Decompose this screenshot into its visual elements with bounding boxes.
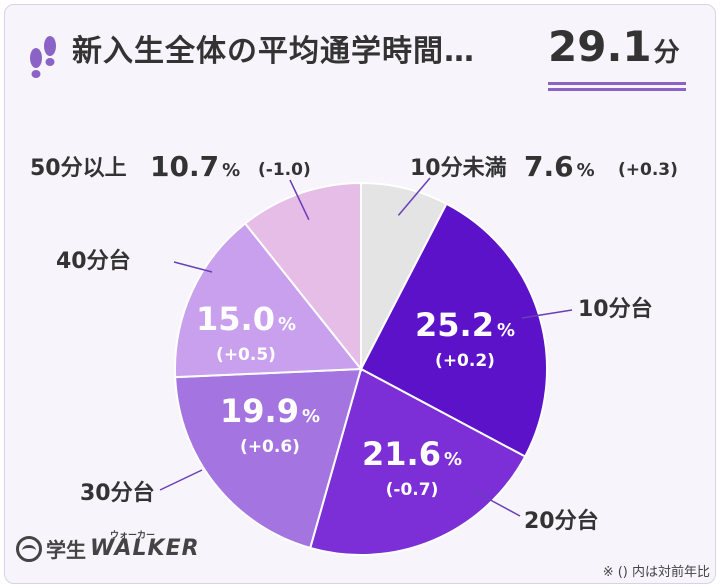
leader-line-1 bbox=[397, 177, 431, 216]
leader-line-2 bbox=[521, 309, 573, 319]
pie-change-label-2: (+0.2) bbox=[435, 351, 495, 371]
average-unit: 分 bbox=[653, 38, 680, 68]
pie-value-label-4: 19.9% bbox=[220, 392, 320, 430]
leader-line-4 bbox=[159, 469, 203, 491]
pie-value-label-3: 21.6% bbox=[362, 435, 462, 473]
gakusei-walker-logo: 学生 WALKER ウォーカー bbox=[16, 531, 200, 563]
category-label-5: 40分台 bbox=[56, 248, 131, 274]
pie-change-label-5: (+0.5) bbox=[216, 345, 276, 365]
logo-walker-text: WALKER bbox=[90, 536, 200, 561]
pie-change-label-4: (+0.6) bbox=[240, 437, 300, 457]
logo-mark-icon bbox=[16, 535, 42, 562]
pie-value-label-6: 10.7% bbox=[150, 150, 240, 183]
pie-labels: 25.2 %(+0.2)21.6 %(-0.7)19.9 %(+0.6)15.0 %(+… bbox=[30, 150, 678, 534]
category-label-6: 50分以上 bbox=[30, 156, 127, 181]
pie-slice-5 bbox=[174, 222, 364, 379]
value-percent: % bbox=[444, 449, 462, 470]
category-label-4: 30分台 bbox=[80, 480, 155, 506]
chart-title: 新入生全体の平均通学時間… bbox=[72, 34, 475, 69]
pie-slices bbox=[174, 181, 548, 556]
leader-lines bbox=[159, 177, 573, 517]
pie-value-label-1: 7.6% bbox=[524, 150, 595, 183]
pie-change-label-3: (-0.7) bbox=[386, 480, 439, 500]
value-number: 25.2 bbox=[415, 306, 494, 344]
footnote: ※ () 内は対前年比 bbox=[602, 565, 710, 580]
average-underline-2 bbox=[548, 88, 686, 91]
value-number: 10.7 bbox=[150, 150, 219, 183]
leader-line-6 bbox=[289, 179, 310, 221]
pie-change-label-6: (-1.0) bbox=[258, 160, 311, 180]
average-number: 29.1 bbox=[548, 22, 652, 71]
value-percent: % bbox=[497, 320, 515, 341]
footprints-icon bbox=[30, 36, 56, 78]
pie-slice-4 bbox=[174, 367, 363, 550]
value-percent: % bbox=[278, 314, 296, 335]
pie-change-label-1: (+0.3) bbox=[618, 160, 678, 180]
leader-line-3 bbox=[471, 489, 521, 517]
value-percent: % bbox=[577, 160, 595, 181]
pie-slice-3 bbox=[308, 367, 527, 556]
logo-gaku-text: 学生 bbox=[46, 538, 86, 562]
value-percent: % bbox=[302, 406, 320, 427]
pie-value-label-5: 15.0% bbox=[196, 300, 296, 338]
value-number: 19.9 bbox=[220, 392, 299, 430]
category-label-2: 10分台 bbox=[578, 296, 653, 322]
category-label-3: 20分台 bbox=[524, 508, 599, 534]
average-underline bbox=[548, 82, 686, 85]
pie-slice-6 bbox=[243, 181, 362, 372]
pie-value-label-2: 25.2% bbox=[415, 306, 515, 344]
value-number: 7.6 bbox=[524, 150, 574, 183]
leader-line-5 bbox=[173, 261, 213, 273]
average-value: 29.1分 bbox=[548, 22, 680, 71]
logo-kana-text: ウォーカー bbox=[110, 531, 156, 541]
value-percent: % bbox=[222, 160, 240, 181]
category-label-1: 10分未満 bbox=[410, 155, 507, 181]
value-number: 21.6 bbox=[362, 435, 441, 473]
value-number: 15.0 bbox=[196, 300, 275, 338]
